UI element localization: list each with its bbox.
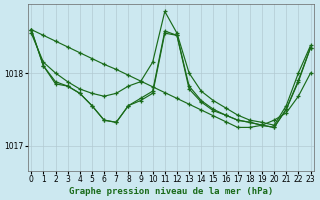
X-axis label: Graphe pression niveau de la mer (hPa): Graphe pression niveau de la mer (hPa): [69, 187, 273, 196]
